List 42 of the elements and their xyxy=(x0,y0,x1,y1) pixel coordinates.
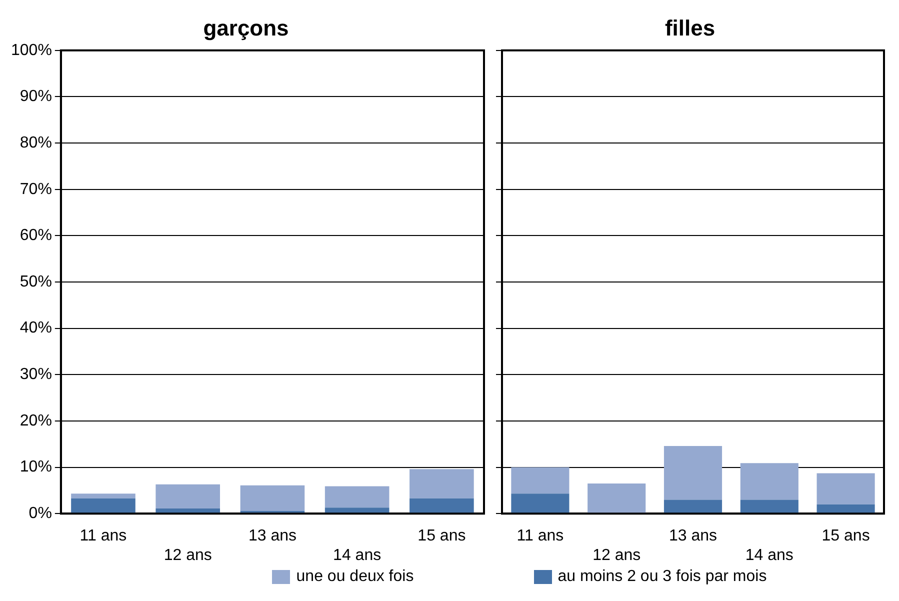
bar xyxy=(156,484,220,509)
x-tick-label: 11 ans xyxy=(80,528,127,545)
bar xyxy=(664,446,722,500)
bar xyxy=(410,498,474,514)
bar xyxy=(410,469,474,498)
chart-title: filles xyxy=(664,15,716,40)
bar xyxy=(740,500,798,514)
legend-label: une ou deux fois xyxy=(296,568,414,586)
bar xyxy=(588,483,646,514)
bar xyxy=(324,508,390,514)
legend-label: au moins 2 ou 3 fois par mois xyxy=(558,568,767,586)
x-tick-label: 13 ans xyxy=(668,528,718,545)
y-tick-label: 10% xyxy=(20,458,52,476)
chart-title: garçons xyxy=(203,15,289,40)
y-tick-label: 60% xyxy=(20,227,52,244)
y-tick-label: 40% xyxy=(20,320,52,337)
y-tick-label: 20% xyxy=(20,412,52,430)
y-tick-label: 80% xyxy=(20,134,52,152)
x-tick-label: 15 ans xyxy=(822,528,870,545)
bar xyxy=(511,494,570,514)
bar xyxy=(816,473,875,504)
x-tick-label: 12 ans xyxy=(592,546,641,564)
x-tick-label: 15 ans xyxy=(418,528,466,545)
x-tick-label: 12 ans xyxy=(164,546,212,564)
bar xyxy=(240,485,305,511)
x-tick-label: 14 ans xyxy=(333,546,382,564)
y-tick-label: 70% xyxy=(20,180,52,198)
y-tick-label: 30% xyxy=(20,366,52,384)
bar xyxy=(816,504,875,514)
y-tick-label: 50% xyxy=(20,273,52,290)
y-tick-label: 0% xyxy=(28,505,52,522)
bar xyxy=(324,486,390,508)
x-tick-label: 13 ans xyxy=(248,528,296,545)
y-tick-label: 100% xyxy=(11,42,52,59)
x-tick-label: 11 ans xyxy=(516,528,564,545)
y-tick-label: 90% xyxy=(20,88,52,106)
bar xyxy=(664,500,722,514)
bar xyxy=(71,494,136,498)
bar xyxy=(740,463,798,500)
bar xyxy=(71,498,136,514)
bar xyxy=(511,467,570,494)
x-tick-label: 14 ans xyxy=(745,546,794,564)
